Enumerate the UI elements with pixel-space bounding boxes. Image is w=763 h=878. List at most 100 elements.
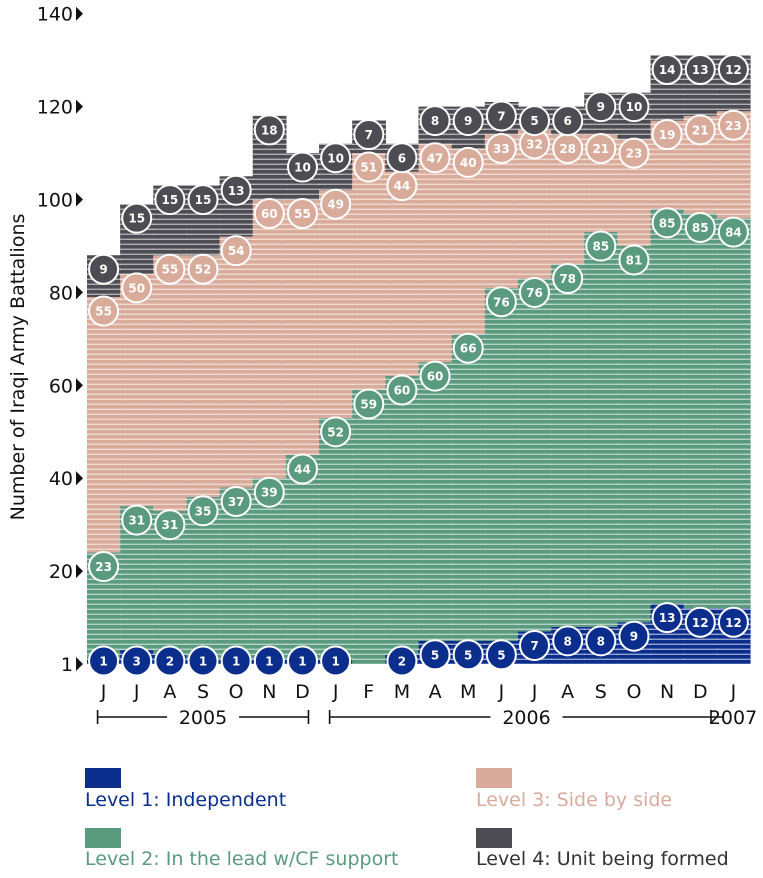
value-badge: 55	[286, 198, 318, 229]
value-label: 2	[166, 655, 174, 669]
value-badge-circle	[485, 132, 517, 164]
y-tick-marker	[76, 285, 83, 300]
value-label: 40	[460, 156, 477, 170]
value-badge: 31	[121, 504, 153, 536]
y-tick-marker	[76, 378, 83, 393]
value-badge-circle	[286, 453, 318, 485]
value-label: 39	[261, 486, 278, 500]
y-tick-label: 140	[37, 4, 73, 26]
value-label: 47	[427, 151, 444, 165]
x-tick-label: J	[730, 681, 737, 703]
bar-stripes	[285, 153, 320, 665]
value-badge-circle	[618, 620, 650, 652]
year-label: 2005	[179, 707, 227, 729]
value-badge: 21	[684, 114, 716, 146]
legend-label-level4: Level 4: Unit being formed	[476, 848, 729, 870]
value-label: 66	[460, 342, 477, 356]
value-badge-circle	[651, 207, 683, 239]
value-badge-circle	[585, 230, 617, 262]
y-tick-marker	[76, 6, 83, 21]
value-label: 14	[659, 63, 676, 77]
value-label: 6	[563, 114, 571, 128]
value-badge-circle	[519, 276, 551, 308]
value-badge: 54	[220, 235, 252, 267]
y-tick-label: 100	[37, 190, 73, 212]
value-badge-circle	[320, 645, 352, 677]
value-badge: 37	[220, 485, 252, 517]
value-badge-circle	[286, 198, 318, 229]
value-badge-circle	[253, 476, 285, 508]
value-badge: 10	[618, 91, 650, 123]
value-label: 52	[195, 263, 212, 277]
value-label: 3	[133, 655, 141, 669]
value-label: 23	[95, 560, 112, 574]
value-label: 76	[526, 286, 543, 300]
value-badge-circle	[386, 374, 418, 406]
value-badge-circle	[353, 119, 385, 151]
value-label: 7	[497, 109, 505, 123]
value-label: 19	[659, 128, 676, 142]
value-label: 8	[431, 114, 439, 128]
y-tick-label: 120	[37, 97, 73, 119]
x-tick-label: M	[460, 681, 476, 703]
value-label: 12	[692, 616, 709, 630]
value-badge: 9	[452, 105, 484, 137]
value-badge-circle	[121, 272, 153, 304]
value-badge-circle	[452, 105, 484, 137]
value-badge: 2	[154, 645, 186, 677]
value-badge: 8	[419, 105, 451, 137]
value-badge: 9	[585, 91, 617, 123]
value-badge-circle	[88, 253, 120, 285]
value-badge-circle	[220, 174, 252, 206]
value-badge-circle	[651, 54, 683, 86]
value-badge-circle	[684, 211, 716, 243]
value-label: 18	[261, 123, 278, 137]
value-badge-circle	[519, 629, 551, 661]
value-badge: 28	[552, 132, 584, 164]
value-badge: 52	[320, 416, 352, 448]
value-badge-circle	[220, 235, 252, 267]
value-badge: 13	[651, 602, 683, 634]
value-label: 5	[431, 648, 439, 662]
value-badge-circle	[253, 198, 285, 229]
y-tick-marker	[76, 192, 83, 207]
value-badge-circle	[320, 142, 352, 174]
value-badge-circle	[286, 645, 318, 677]
x-tick-label: N	[660, 681, 674, 703]
value-label: 78	[559, 272, 576, 286]
value-label: 49	[327, 198, 344, 212]
value-badge-circle	[419, 639, 451, 671]
value-badge: 10	[320, 142, 352, 174]
value-label: 1	[331, 655, 339, 669]
x-tick-label: D	[295, 681, 310, 703]
y-tick-marker	[76, 99, 83, 114]
value-badge: 78	[552, 263, 584, 295]
value-badge: 59	[353, 388, 385, 420]
value-label: 10	[294, 161, 311, 175]
bar-stripes	[517, 106, 552, 665]
bar-stripes	[584, 92, 618, 665]
value-badge: 3	[121, 645, 153, 677]
value-badge: 33	[485, 132, 517, 164]
value-badge-circle	[552, 263, 584, 295]
value-badge: 8	[585, 625, 617, 657]
value-badge: 19	[651, 119, 683, 151]
value-label: 12	[725, 63, 742, 77]
value-badge: 23	[618, 137, 650, 169]
x-tick-label: S	[197, 681, 209, 703]
value-badge: 39	[253, 476, 285, 508]
legend-label-level2: Level 2: In the lead w/CF support	[85, 848, 399, 870]
value-label: 33	[493, 142, 510, 156]
value-badge-circle	[253, 645, 285, 677]
value-badge: 23	[88, 551, 120, 583]
value-label: 54	[228, 244, 245, 258]
value-badge-circle	[154, 509, 186, 541]
value-label: 55	[95, 305, 112, 319]
value-label: 21	[692, 123, 709, 137]
y-tick-label: 60	[49, 375, 73, 397]
value-badge: 50	[121, 272, 153, 304]
value-label: 9	[99, 263, 107, 277]
value-badge-circle	[717, 54, 749, 86]
value-badge-circle	[552, 105, 584, 137]
value-badge: 5	[419, 639, 451, 671]
